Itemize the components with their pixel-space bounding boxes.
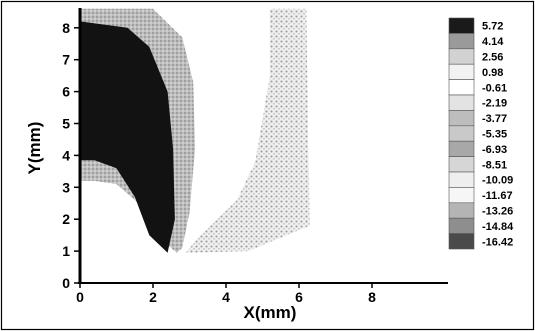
legend-swatch	[448, 94, 475, 111]
contour-region-level-5_72	[80, 21, 175, 253]
legend-swatch	[448, 125, 475, 142]
y-tick-label: 4	[62, 147, 70, 163]
y-tick-label: 0	[62, 275, 70, 291]
legend-label: -8.51	[482, 159, 507, 171]
legend-swatch	[448, 63, 475, 80]
legend-swatch	[448, 187, 475, 204]
legend-swatch	[448, 110, 475, 127]
legend-label: -16.42	[482, 236, 513, 248]
legend-swatch	[448, 48, 475, 65]
x-tick-label: 4	[222, 289, 230, 305]
y-axis-label: Y(mm)	[25, 122, 44, 175]
y-tick-label: 7	[62, 52, 70, 68]
contour-region-level--3_77	[185, 8, 310, 253]
y-tick-label: 6	[62, 84, 70, 100]
x-tick-label: 8	[368, 289, 376, 305]
y-tick-label: 5	[62, 116, 70, 132]
y-axis-ticks: 0 1 2 3 4 5 6 7 8	[62, 20, 80, 291]
axes	[78, 8, 448, 284]
legend-swatch	[448, 171, 475, 188]
legend-label: -2.19	[482, 98, 507, 110]
legend-label: -0.61	[482, 82, 507, 94]
legend-label: 2.56	[482, 52, 503, 64]
legend-label: -3.77	[482, 113, 507, 125]
legend-label: -6.93	[482, 144, 507, 156]
x-tick-label: 2	[149, 289, 157, 305]
x-axis-ticks: 0 2 4 6 8	[76, 283, 376, 305]
x-tick-label: 6	[295, 289, 303, 305]
legend-swatch	[448, 233, 475, 250]
legend-label: -5.35	[482, 129, 507, 141]
legend-label: -11.67	[482, 190, 513, 202]
legend-swatch	[448, 156, 475, 173]
x-tick-label: 0	[76, 289, 84, 305]
legend-swatch	[448, 140, 475, 157]
plot-area	[80, 8, 310, 253]
legend: 5.72 4.14 2.56 0.98 -0.61 -2.19 -3.77 -5.35 -6.9…	[448, 17, 514, 250]
legend-swatch	[448, 202, 475, 219]
legend-swatch	[448, 17, 475, 34]
y-tick-label: 8	[62, 20, 70, 36]
legend-label: 4.14	[482, 36, 504, 48]
legend-label: -14.84	[482, 221, 514, 233]
legend-label: -13.26	[482, 206, 513, 218]
y-tick-label: 3	[62, 179, 70, 195]
legend-label: -10.09	[482, 175, 513, 187]
y-tick-label: 2	[62, 211, 70, 227]
legend-swatch	[448, 33, 475, 50]
legend-label: 0.98	[482, 67, 503, 79]
legend-swatch	[448, 217, 475, 234]
x-axis-label: X(mm)	[244, 303, 297, 322]
y-tick-label: 1	[62, 243, 70, 259]
legend-label: 5.72	[482, 21, 503, 33]
legend-swatch	[448, 79, 475, 96]
